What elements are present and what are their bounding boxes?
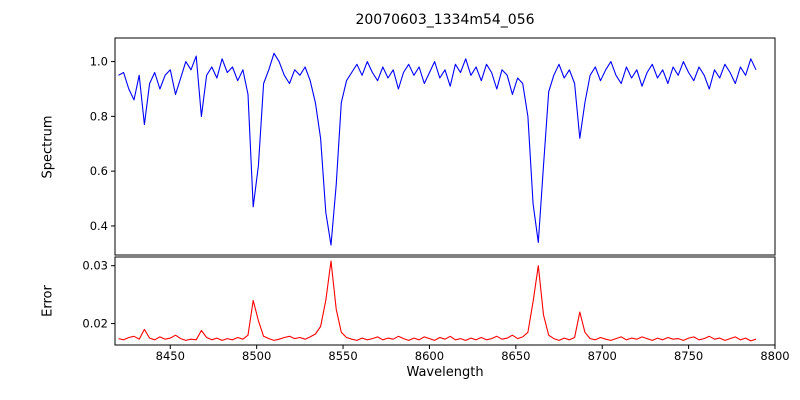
spectrum-axes [114, 37, 776, 256]
spectrum-y-tick-label: 0.8 [90, 109, 108, 123]
spectrum-y-tick-label: 0.6 [90, 164, 108, 178]
spectrum-y-tick-label: 1.0 [90, 55, 108, 69]
error-y-tick-label: 0.02 [82, 317, 108, 331]
spectrum-y-tick-label: 0.4 [90, 219, 108, 233]
x-tick-label: 8600 [415, 349, 444, 363]
x-tick-label: 8450 [156, 349, 185, 363]
x-tick-label: 8650 [501, 349, 530, 363]
x-tick-label: 8500 [242, 349, 271, 363]
spectrum-line [118, 52, 757, 246]
error-y-axis-label: Error [40, 285, 56, 317]
plot-title: 20070603_1334m54_056 [355, 12, 535, 28]
error-y-tick-label: 0.03 [82, 259, 108, 273]
spectrum-y-axis-label: Spectrum [40, 115, 56, 179]
x-axis-label: Wavelength [406, 365, 484, 380]
x-tick-label: 8750 [674, 349, 703, 363]
x-tick-label: 8550 [328, 349, 357, 363]
error-axes [114, 256, 776, 346]
x-tick-label: 8800 [760, 349, 789, 363]
x-tick-label: 8700 [588, 349, 617, 363]
error-line [118, 260, 757, 342]
